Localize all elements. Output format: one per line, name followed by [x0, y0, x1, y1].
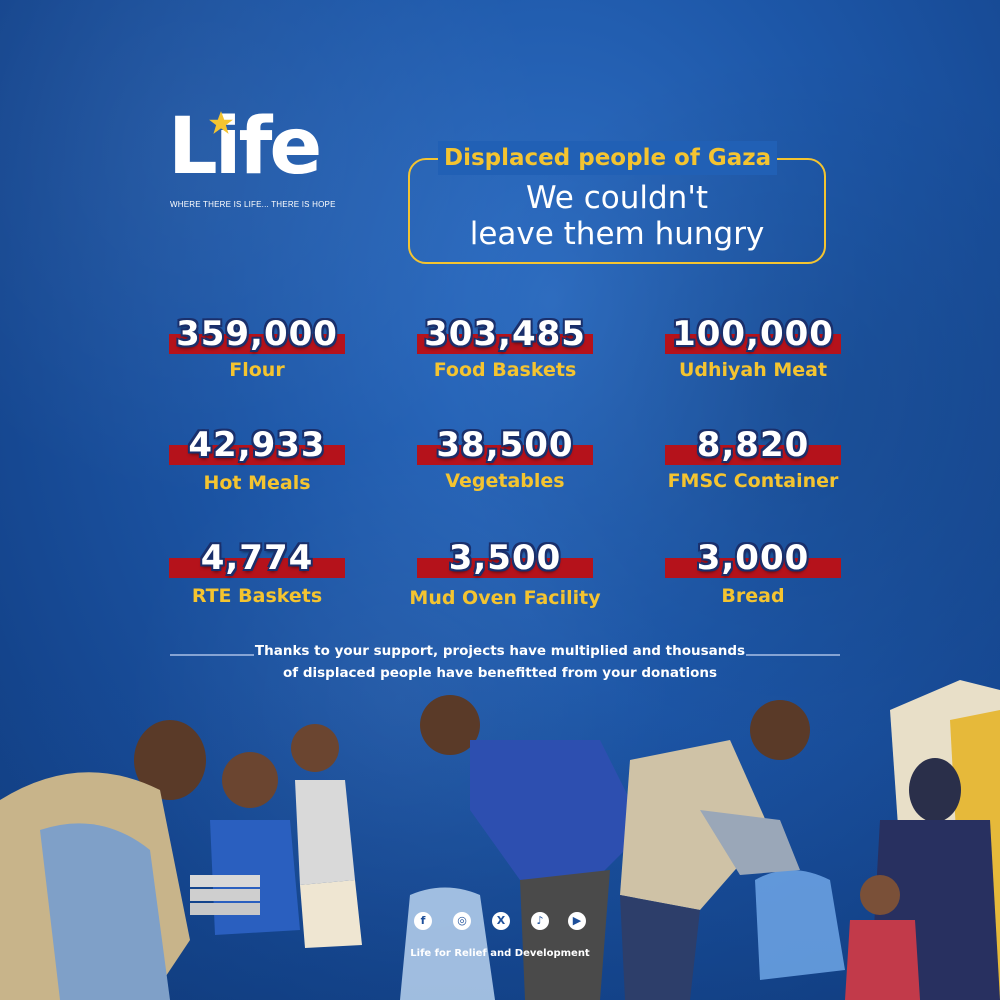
- logo-tagline: WHERE THERE IS LIFE... THERE IS HOPE: [170, 200, 336, 209]
- thanks-line-1: Thanks to your support, projects have mu…: [254, 643, 746, 659]
- stat-label: RTE Baskets: [191, 585, 323, 607]
- stat-bar: [417, 334, 593, 354]
- stat-value: 3,000: [696, 538, 810, 578]
- stat-value: 100,000: [672, 314, 834, 354]
- divider-left: [170, 654, 254, 656]
- stat-fmsc-container: 8,820 FMSC Container: [665, 425, 843, 505]
- logo-wordmark: Life: [168, 102, 322, 192]
- stat-flour: 359,000 Flour: [169, 314, 347, 394]
- stat-value: 38,500: [436, 425, 574, 465]
- stat-rte-baskets: 4,774 RTE Baskets: [169, 538, 347, 618]
- stat-value: 303,485: [424, 314, 586, 354]
- stat-bar: [665, 558, 841, 578]
- stat-label: Flour: [229, 359, 285, 381]
- stat-value: 4,774: [200, 538, 314, 578]
- youtube-icon[interactable]: ▶: [568, 912, 586, 930]
- organization-name: Life for Relief and Development: [410, 948, 590, 959]
- stat-value: 8,820: [696, 425, 810, 465]
- stat-bar: [169, 558, 345, 578]
- instagram-icon[interactable]: ◎: [453, 912, 471, 930]
- stat-label: Bread: [721, 585, 785, 607]
- headline-line-2: leave them hungry: [469, 216, 765, 252]
- stat-value: 359,000: [176, 314, 338, 354]
- stat-vegetables: 38,500 Vegetables: [417, 425, 595, 505]
- stat-food-baskets: 303,485 Food Baskets: [417, 314, 595, 394]
- facebook-icon[interactable]: f: [414, 912, 432, 930]
- thanks-line-2: of displaced people have benefitted from…: [282, 665, 717, 681]
- stat-label: Food Baskets: [433, 359, 577, 381]
- stat-bar: [417, 445, 593, 465]
- stat-bar: [665, 334, 841, 354]
- stat-bar: [169, 334, 345, 354]
- thanks-message: Thanks to your support, projects have mu…: [250, 640, 750, 684]
- stat-bar: [665, 445, 841, 465]
- star-icon: [209, 111, 233, 134]
- headline-title: We couldn't leave them hungry: [408, 180, 826, 252]
- stat-label: Hot Meals: [203, 472, 311, 494]
- stat-label: FMSC Container: [667, 470, 839, 492]
- stat-value: 42,933: [188, 425, 326, 465]
- headline-kicker: Displaced people of Gaza: [438, 141, 778, 175]
- stat-mud-oven-facility: 3,500 Mud Oven Facility: [409, 538, 600, 618]
- stat-value: 3,500: [448, 538, 562, 578]
- x-icon[interactable]: X: [492, 912, 510, 930]
- stat-hot-meals: 42,933 Hot Meals: [169, 425, 347, 505]
- stat-label: Mud Oven Facility: [409, 587, 601, 609]
- tiktok-icon[interactable]: ♪: [531, 912, 549, 930]
- stat-bread: 3,000 Bread: [665, 538, 843, 618]
- stat-udhiyah-meat: 100,000 Udhiyah Meat: [665, 314, 843, 394]
- aid-distribution-photo: [0, 680, 1000, 1000]
- social-links: f ◎ X ♪ ▶: [414, 912, 594, 934]
- headline-line-1: We couldn't: [525, 180, 709, 216]
- stat-label: Udhiyah Meat: [678, 359, 828, 381]
- stat-bar: [169, 445, 345, 465]
- stat-bar: [417, 558, 593, 578]
- stat-label: Vegetables: [445, 470, 565, 492]
- life-logo: Life WHERE THERE IS LIFE... THERE IS HOP…: [168, 102, 335, 218]
- divider-right: [746, 654, 840, 656]
